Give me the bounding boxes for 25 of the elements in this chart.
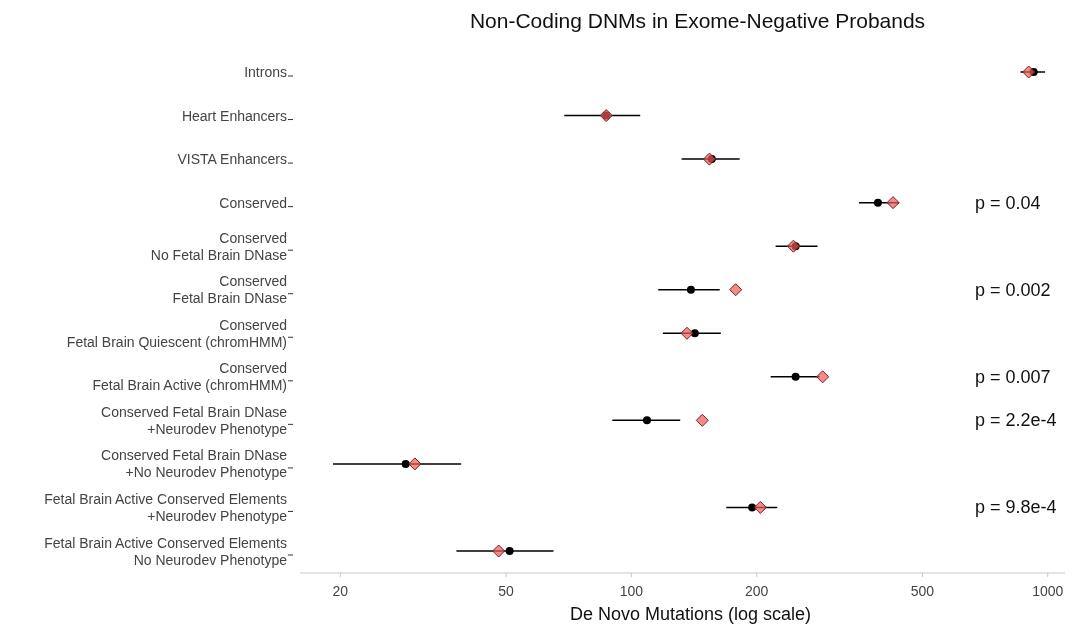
chart-title: Non-Coding DNMs in Exome-Negative Probands <box>469 9 926 32</box>
annotation: p = 2.2e-4 <box>975 410 1057 431</box>
y-tick-label: Conserved <box>219 194 287 211</box>
y-tick-label: Heart Enhancers <box>181 107 287 124</box>
y-tick-label: Conserved Fetal Brain DNase <box>172 273 288 307</box>
x-tick-label: 20 <box>332 583 349 599</box>
y-tick-label: Conserved No Fetal Brain DNase <box>150 229 288 263</box>
x-tick-label: 1000 <box>1032 583 1064 599</box>
y-tick-label: VISTA Enhancers <box>177 151 287 168</box>
y-tick-label: Fetal Brain Active Conserved Elements +Neurodev Phenotype <box>44 490 288 524</box>
x-tick-label: 100 <box>619 583 644 599</box>
annotation: p = 0.04 <box>975 192 1041 213</box>
x-tick-label: 500 <box>910 583 935 599</box>
x-tick-label: 200 <box>745 583 769 599</box>
x-axis-title: De Novo Mutations (log scale) <box>569 604 812 624</box>
x-tick-label: 50 <box>498 583 515 599</box>
annotation: p = 0.002 <box>975 279 1051 300</box>
y-tick-label: Conserved Fetal Brain Quiescent (chromHMM) <box>66 316 287 350</box>
y-tick-label: Conserved Fetal Brain DNase +Neurodev Phenotype <box>101 403 288 437</box>
y-tick-label: Introns <box>244 64 287 80</box>
y-tick-label: Conserved Fetal Brain Active (chromHMM) <box>92 360 287 394</box>
y-tick-label: Conserved Fetal Brain DNase +No Neurodev Phenotype <box>101 447 288 481</box>
y-tick-label: Fetal Brain Active Conserved Elements No Neurodev Phenotype <box>44 534 288 568</box>
annotation: p = 0.007 <box>975 366 1051 387</box>
annotation: p = 9.8e-4 <box>975 497 1057 518</box>
